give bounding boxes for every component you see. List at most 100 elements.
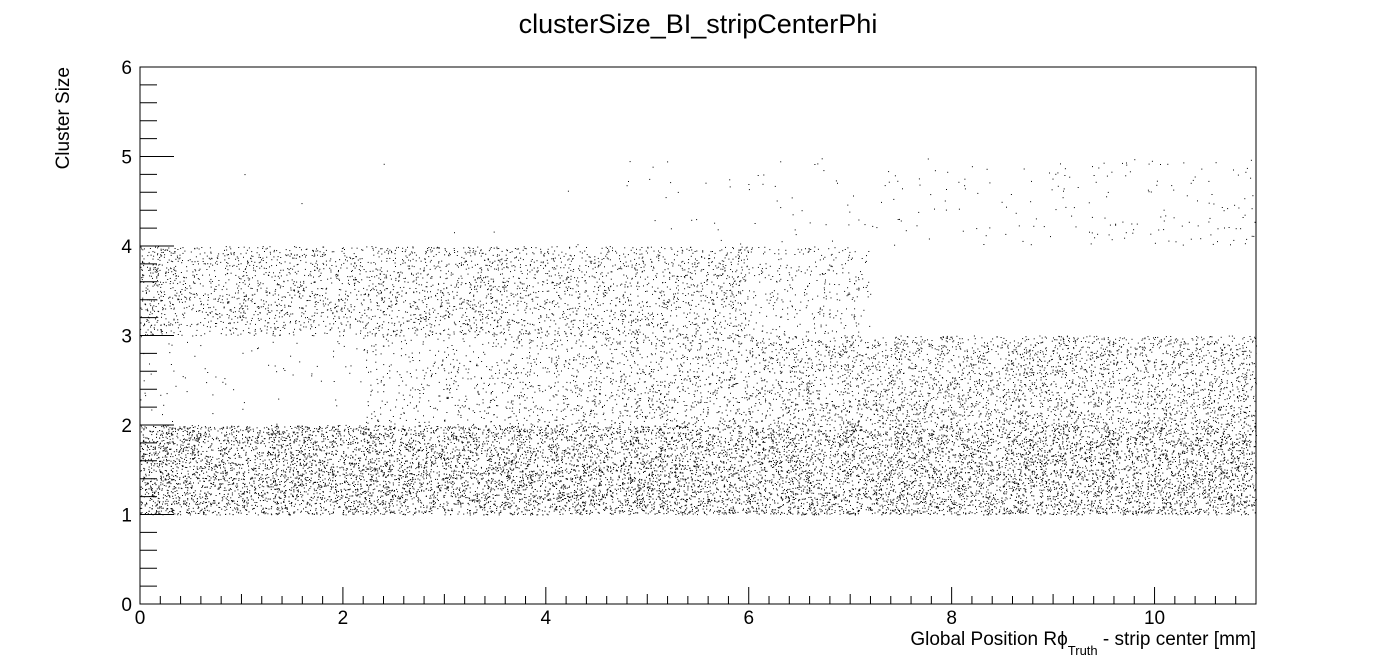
data-point (412, 449, 414, 451)
data-point (562, 472, 564, 474)
data-point (877, 461, 879, 463)
data-point (299, 463, 301, 465)
data-point (1045, 437, 1047, 439)
data-point (696, 461, 698, 462)
data-point (676, 464, 677, 466)
data-point (534, 459, 536, 461)
data-point (1099, 491, 1101, 493)
data-point (684, 492, 686, 494)
data-point (628, 508, 630, 510)
data-point (564, 504, 566, 506)
data-point (1019, 468, 1021, 470)
data-point (324, 482, 326, 484)
data-point (465, 428, 466, 430)
data-point (352, 443, 354, 445)
data-point (954, 512, 956, 514)
data-point (246, 427, 247, 429)
data-point (197, 513, 199, 514)
data-point (267, 498, 269, 500)
data-point (715, 451, 717, 453)
data-point (1147, 455, 1149, 456)
data-point (552, 485, 554, 487)
data-point (1236, 450, 1238, 452)
data-point (1242, 504, 1244, 506)
data-point (985, 496, 987, 498)
data-point (1084, 451, 1086, 453)
data-point (418, 462, 420, 464)
data-point (1081, 478, 1083, 480)
data-point (626, 487, 628, 489)
data-point (1054, 488, 1055, 490)
data-point (172, 498, 174, 499)
data-point (258, 473, 260, 474)
data-point (290, 493, 292, 495)
data-point (557, 471, 559, 473)
data-point (604, 453, 606, 454)
data-point (1025, 478, 1027, 480)
data-point (396, 504, 398, 506)
data-point (1034, 454, 1036, 456)
data-point (977, 476, 979, 478)
data-point (624, 510, 626, 512)
data-point (366, 481, 368, 482)
data-point (1138, 486, 1140, 488)
data-point (493, 425, 495, 427)
data-point (333, 508, 335, 510)
data-point (996, 503, 998, 505)
data-point (840, 440, 842, 442)
data-point (897, 508, 899, 510)
data-point (805, 475, 806, 477)
data-point (928, 449, 930, 451)
data-point (307, 512, 309, 514)
data-point (936, 441, 938, 442)
data-point (282, 458, 284, 460)
data-point (1055, 488, 1057, 490)
data-point (1167, 483, 1169, 485)
data-point (315, 435, 317, 437)
data-point (469, 487, 471, 489)
data-point (982, 433, 983, 435)
data-point (1118, 507, 1120, 509)
data-point (1225, 439, 1226, 441)
data-point (1038, 453, 1039, 455)
data-point (1120, 431, 1122, 433)
data-point (850, 430, 852, 432)
data-point (847, 446, 849, 448)
data-point (169, 427, 171, 429)
data-point (1167, 459, 1169, 461)
data-point (358, 466, 360, 468)
data-point (1172, 475, 1174, 477)
data-point (218, 461, 220, 463)
data-point (920, 513, 922, 514)
data-point (813, 507, 815, 509)
data-point (374, 470, 376, 472)
data-point (777, 461, 779, 462)
data-point (690, 455, 692, 457)
data-point (677, 478, 679, 480)
data-point (1100, 512, 1101, 514)
data-point (605, 503, 607, 504)
data-point (1180, 482, 1182, 484)
data-point (1217, 462, 1219, 463)
data-point (494, 480, 496, 482)
data-point (902, 464, 903, 466)
data-point (384, 439, 386, 441)
data-point (837, 433, 839, 435)
data-point (440, 458, 442, 460)
data-point (1020, 453, 1021, 455)
data-point (920, 468, 922, 469)
data-point (1064, 469, 1065, 471)
data-point (564, 450, 565, 451)
data-point (1060, 474, 1062, 476)
data-point (922, 450, 924, 452)
data-point (194, 457, 196, 459)
data-point (413, 483, 415, 485)
data-point (775, 513, 777, 515)
data-point (155, 451, 157, 453)
data-point (740, 435, 742, 437)
data-point (1101, 461, 1103, 463)
data-point (1144, 512, 1146, 514)
data-point (191, 454, 193, 456)
data-point (1216, 486, 1218, 487)
data-point (897, 431, 899, 433)
